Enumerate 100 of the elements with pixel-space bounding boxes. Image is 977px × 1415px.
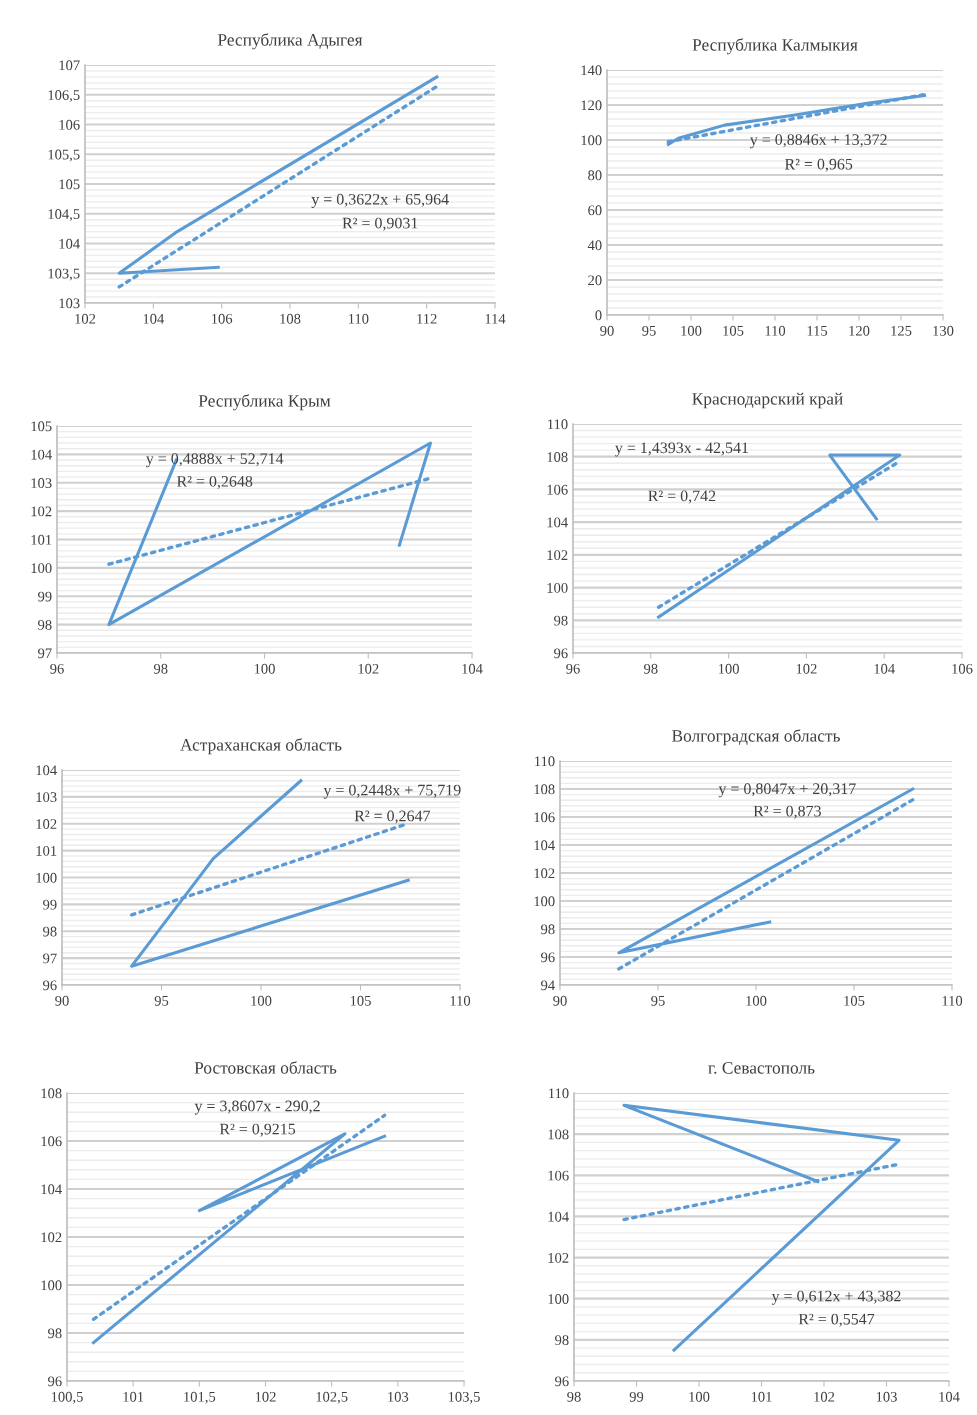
y-tick-label: 110 [549,1088,569,1099]
x-tick-label: 100 [681,325,702,336]
y-tick-label: 99 [38,591,52,602]
y-tick-label: 100 [36,872,57,883]
chart-title: Астраханская область [180,738,342,755]
annotation: y = 0,2448x + 75,719 [323,784,461,799]
y-tick-label: 94 [541,980,555,991]
y-tick-label: 98 [555,1335,569,1346]
annotation: R² = 0,2648 [176,475,253,490]
y-tick-label: 100 [548,1294,569,1304]
x-tick-label: 125 [891,325,912,336]
y-tick-label: 99 [43,899,57,910]
y-tick-label: 103,5 [48,268,80,281]
x-tick-label: 103 [388,1391,409,1402]
y-tick-label: 110 [548,419,568,430]
y-tick-label: 106,5 [48,90,80,103]
x-tick-label: 96 [566,663,580,674]
x-tick-label: 105 [844,995,865,1006]
annotation: R² = 0,873 [753,805,821,819]
y-tick-label: 103 [31,478,52,488]
y-tick-label: 104 [36,765,57,776]
annotation: y = 0,4888x + 52,714 [145,453,284,468]
y-tick-label: 102 [547,550,568,561]
y-tick-label: 60 [588,205,602,216]
x-tick-label: 104 [143,313,165,324]
annotation: y = 3,8607x - 290,2 [194,1100,320,1115]
y-tick-label: 20 [588,275,602,286]
x-tick-label: 120 [849,325,870,336]
chart-title: Краснодарский край [692,392,843,409]
y-tick-label: 103 [59,298,80,309]
y-tick-label: 102 [31,506,52,517]
annotation: y = 0,3622x + 65,964 [311,193,449,208]
x-tick-label: 103 [876,1391,897,1402]
x-tick-label: 110 [942,995,963,1006]
y-tick-label: 96 [48,1376,62,1387]
y-tick-label: 120 [581,100,602,111]
chart-title: Республика Адыгея [217,33,363,50]
y-tick-label: 102 [548,1252,569,1263]
y-tick-label: 100 [534,896,555,907]
y-tick-label: 106 [534,812,555,823]
x-tick-label: 90 [600,325,614,336]
x-tick-label: 110 [450,995,471,1006]
x-tick-label: 106 [212,313,233,324]
x-tick-label: 100 [251,995,272,1006]
y-tick-label: 108 [547,452,568,462]
annotation: R² = 0,965 [784,158,853,172]
y-tick-label: 102 [41,1232,62,1243]
y-tick-label: 40 [587,240,602,251]
y-tick-label: 98 [554,615,568,626]
x-tick-label: 106 [952,663,973,674]
chart-title: Республика Крым [198,394,331,411]
x-tick-label: 104 [939,1391,960,1402]
x-tick-label: 104 [874,663,895,674]
annotation: y = 0,8846x + 13,372 [749,134,887,149]
annotation: y = 0,612x + 43,382 [771,1290,901,1305]
x-tick-label: 105 [723,325,744,336]
y-tick-label: 96 [555,1376,569,1387]
y-tick-label: 104 [547,517,568,528]
x-tick-label: 115 [807,325,828,336]
y-tick-label: 100 [41,1280,62,1291]
y-tick-label: 104 [41,1184,62,1195]
chart-title: г. Севастополь [708,1062,815,1074]
y-tick-label: 101 [36,845,57,856]
x-tick-label: 130 [933,325,954,336]
y-tick-label: 97 [43,953,57,964]
y-tick-label: 102 [36,819,57,829]
y-tick-label: 101 [31,534,52,545]
x-tick-label: 98 [153,663,168,674]
x-tick-label: 105 [350,995,371,1006]
y-tick-label: 98 [38,619,52,630]
x-tick-label: 112 [417,313,437,324]
y-tick-label: 96 [43,980,57,991]
line-series [107,441,433,627]
x-tick-label: 102 [796,663,817,674]
y-tick-label: 105,5 [48,149,80,162]
y-tick-label: 102 [534,868,555,879]
x-tick-label: 95 [642,325,656,336]
x-tick-label: 100 [254,663,275,674]
y-tick-label: 107 [59,60,80,71]
x-tick-label: 100 [746,995,767,1006]
x-tick-label: 102 [814,1391,835,1402]
x-tick-label: 100 [718,663,739,674]
y-tick-label: 80 [588,170,602,181]
y-tick-label: 96 [554,648,568,659]
y-tick-label: 104 [59,238,80,249]
y-tick-label: 108 [534,784,555,795]
y-tick-label: 104 [548,1211,569,1222]
x-tick-label: 98 [567,1391,581,1402]
y-tick-label: 96 [541,952,555,963]
chart-title: Ростовская область [194,1061,337,1074]
x-tick-label: 90 [55,995,69,1006]
y-tick-label: 106 [547,484,568,495]
annotation: R² = 0,742 [648,490,716,504]
x-tick-label: 108 [280,313,301,324]
y-tick-label: 105 [31,421,52,432]
annotation: R² = 0,2647 [354,810,431,824]
x-tick-label: 99 [629,1391,644,1402]
y-tick-label: 108 [548,1129,569,1140]
y-tick-label: 100 [31,563,52,574]
x-tick-label: 101,5 [184,1391,216,1404]
